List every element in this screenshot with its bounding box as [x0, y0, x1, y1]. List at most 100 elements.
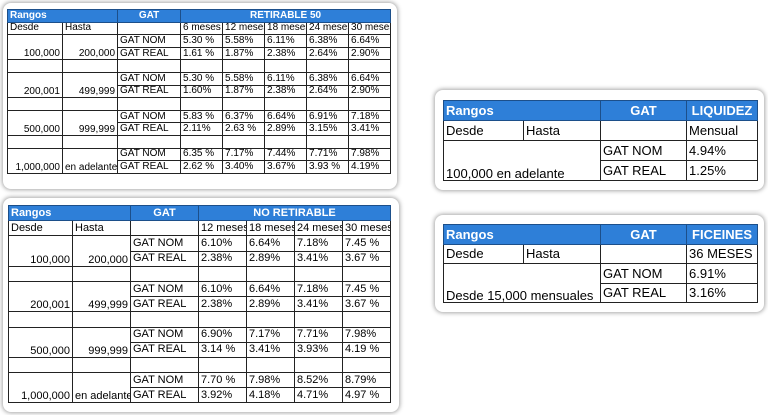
rate-cell: 3.93 % — [306, 160, 350, 174]
rate-cell: 7.45 % — [342, 235, 391, 252]
to-cell: 499,999 — [72, 280, 131, 313]
rate-cell: 2.38% — [264, 84, 308, 99]
header-cell: Rangos — [442, 224, 602, 245]
gat-label: GAT REAL — [130, 341, 199, 358]
rate-cell: 3.41% — [294, 296, 343, 313]
rate-cell: 6.64% — [348, 34, 392, 48]
header-cell: GAT — [130, 204, 199, 222]
spacer-cell — [7, 134, 63, 149]
spacer-cell — [348, 97, 392, 111]
header-cell: NO RETIRABLE — [198, 204, 391, 222]
rate-cell: 6.64% — [246, 280, 295, 298]
rate-cell: 2.89% — [246, 250, 295, 267]
from-cell: 500,000 — [7, 109, 63, 136]
rate-cell: 2.64% — [306, 84, 350, 99]
spacer-cell — [117, 97, 182, 111]
rate-cell: 6.64% — [264, 109, 308, 124]
subheader-cell: Desde — [8, 220, 73, 237]
table-row — [8, 356, 391, 374]
table-row: 100,000 200,000 GAT NOM 5.30 % 5.58% 6.11% 6.3… — [7, 34, 392, 61]
gat-label: GAT NOM — [130, 280, 199, 298]
from-cell: 200,001 — [8, 280, 73, 313]
rate-cell: 7.71% — [294, 326, 343, 343]
gat-label: GAT REAL — [117, 160, 182, 174]
spacer-cell — [246, 356, 295, 374]
rate-cell: 7.18% — [294, 235, 343, 252]
spacer-cell — [348, 59, 392, 73]
table-row — [7, 134, 392, 149]
to-cell: 200,000 — [61, 34, 119, 61]
rate-cell: 7.98% — [342, 326, 391, 343]
rate-cell: 7.44% — [264, 147, 308, 162]
rate-cell: 3.41% — [348, 122, 392, 136]
spacer-cell — [342, 356, 391, 374]
rate-cell: 6.38% — [306, 71, 350, 86]
rate-cell: 3.41% — [294, 250, 343, 267]
term-cell: Mensual — [686, 120, 759, 141]
to-cell: en adelante — [61, 147, 119, 174]
term-cell: 12 meses — [198, 220, 247, 237]
term-cell: 24 meses — [306, 21, 350, 36]
spacer-cell — [72, 265, 131, 282]
spacer-cell — [180, 59, 224, 73]
rate-cell: 4.19% — [348, 160, 392, 174]
to-cell: 499,999 — [61, 71, 119, 99]
to-cell: 999,999 — [61, 109, 119, 136]
spacer-cell — [130, 311, 199, 328]
spacer-cell — [342, 311, 391, 328]
rate-cell: 6.64% — [246, 235, 295, 252]
rate-cell: 8.79% — [342, 372, 391, 389]
rate-cell: 2.89% — [264, 122, 308, 136]
table-row: 500,000 999,999 GAT NOM 5.83 % 6.37% 6.64% 6.9… — [7, 109, 392, 136]
spacer-cell — [222, 97, 266, 111]
rate-cell: 3.15% — [306, 122, 350, 136]
spacer-cell — [8, 311, 73, 328]
rate-cell: 2.64% — [306, 46, 350, 61]
rate-cell: 5.30 % — [180, 34, 224, 48]
subheader-cell — [600, 243, 688, 264]
table-row: Rangos GAT NO RETIRABLE — [8, 204, 391, 222]
spacer-cell — [72, 356, 131, 374]
rate-cell: 1.25% — [686, 160, 759, 181]
rate-cell: 6.91% — [686, 263, 759, 284]
header-cell: GAT — [600, 100, 688, 121]
spacer-cell — [61, 134, 119, 149]
gat-label: GAT NOM — [130, 235, 199, 252]
table-row: Desde 15,000 mensuales GAT NOM 6.91% — [442, 263, 759, 303]
table-row — [8, 265, 391, 282]
gat-label: GAT NOM — [117, 34, 182, 48]
table-row — [7, 97, 392, 111]
table-row: Desde Hasta 6 meses 12 meses 18 meses 24 mese… — [7, 21, 392, 36]
rate-cell: 4.18% — [246, 387, 295, 404]
table-row: Desde Hasta 36 MESES — [443, 243, 759, 264]
from-cell: 500,000 — [8, 326, 73, 358]
rate-cell: 8.52% — [294, 372, 343, 389]
rate-cell: 7.17% — [246, 326, 295, 343]
subheader-cell — [600, 120, 688, 141]
rates-table: Rangos GAT NO RETIRABLE Desde Hasta 12 meses 1… — [8, 204, 391, 404]
rate-cell: 7.18% — [294, 280, 343, 298]
table-row: 1,000,000 en adelante GAT NOM 6.35 % 7.17% 7.… — [7, 147, 392, 174]
gat-label: GAT REAL — [117, 122, 182, 136]
rate-cell: 3.92% — [198, 387, 247, 404]
spacer-cell — [7, 59, 63, 73]
spacer-cell — [294, 311, 343, 328]
spacer-cell — [264, 59, 308, 73]
rate-cell: 4.71% — [294, 387, 343, 404]
table-row: GAT REAL 3.92% 4.18% 4.71% 4.97 % — [9, 387, 391, 404]
gat-label: GAT REAL — [600, 160, 688, 181]
rate-cell: 3.14 % — [198, 341, 247, 358]
header-cell: FICEINES — [686, 224, 759, 245]
spacer-cell — [198, 265, 247, 282]
rate-cell: 3.16% — [686, 282, 759, 303]
rate-cell: 1.60% — [180, 84, 224, 99]
spacer-cell — [61, 59, 119, 73]
subheader-cell: Desde — [443, 243, 524, 264]
spacer-cell — [222, 134, 266, 149]
table-row: GAT REAL 2.62 % 3.40% 3.67% 3.93 % 4.19% — [8, 160, 392, 174]
header-cell: Rangos — [6, 9, 119, 23]
spacer-cell — [246, 311, 295, 328]
spacer-cell — [306, 134, 350, 149]
table-row: GAT REAL 2.38% 2.89% 3.41% 3.67 % — [9, 250, 391, 267]
header-cell: GAT — [600, 224, 688, 245]
